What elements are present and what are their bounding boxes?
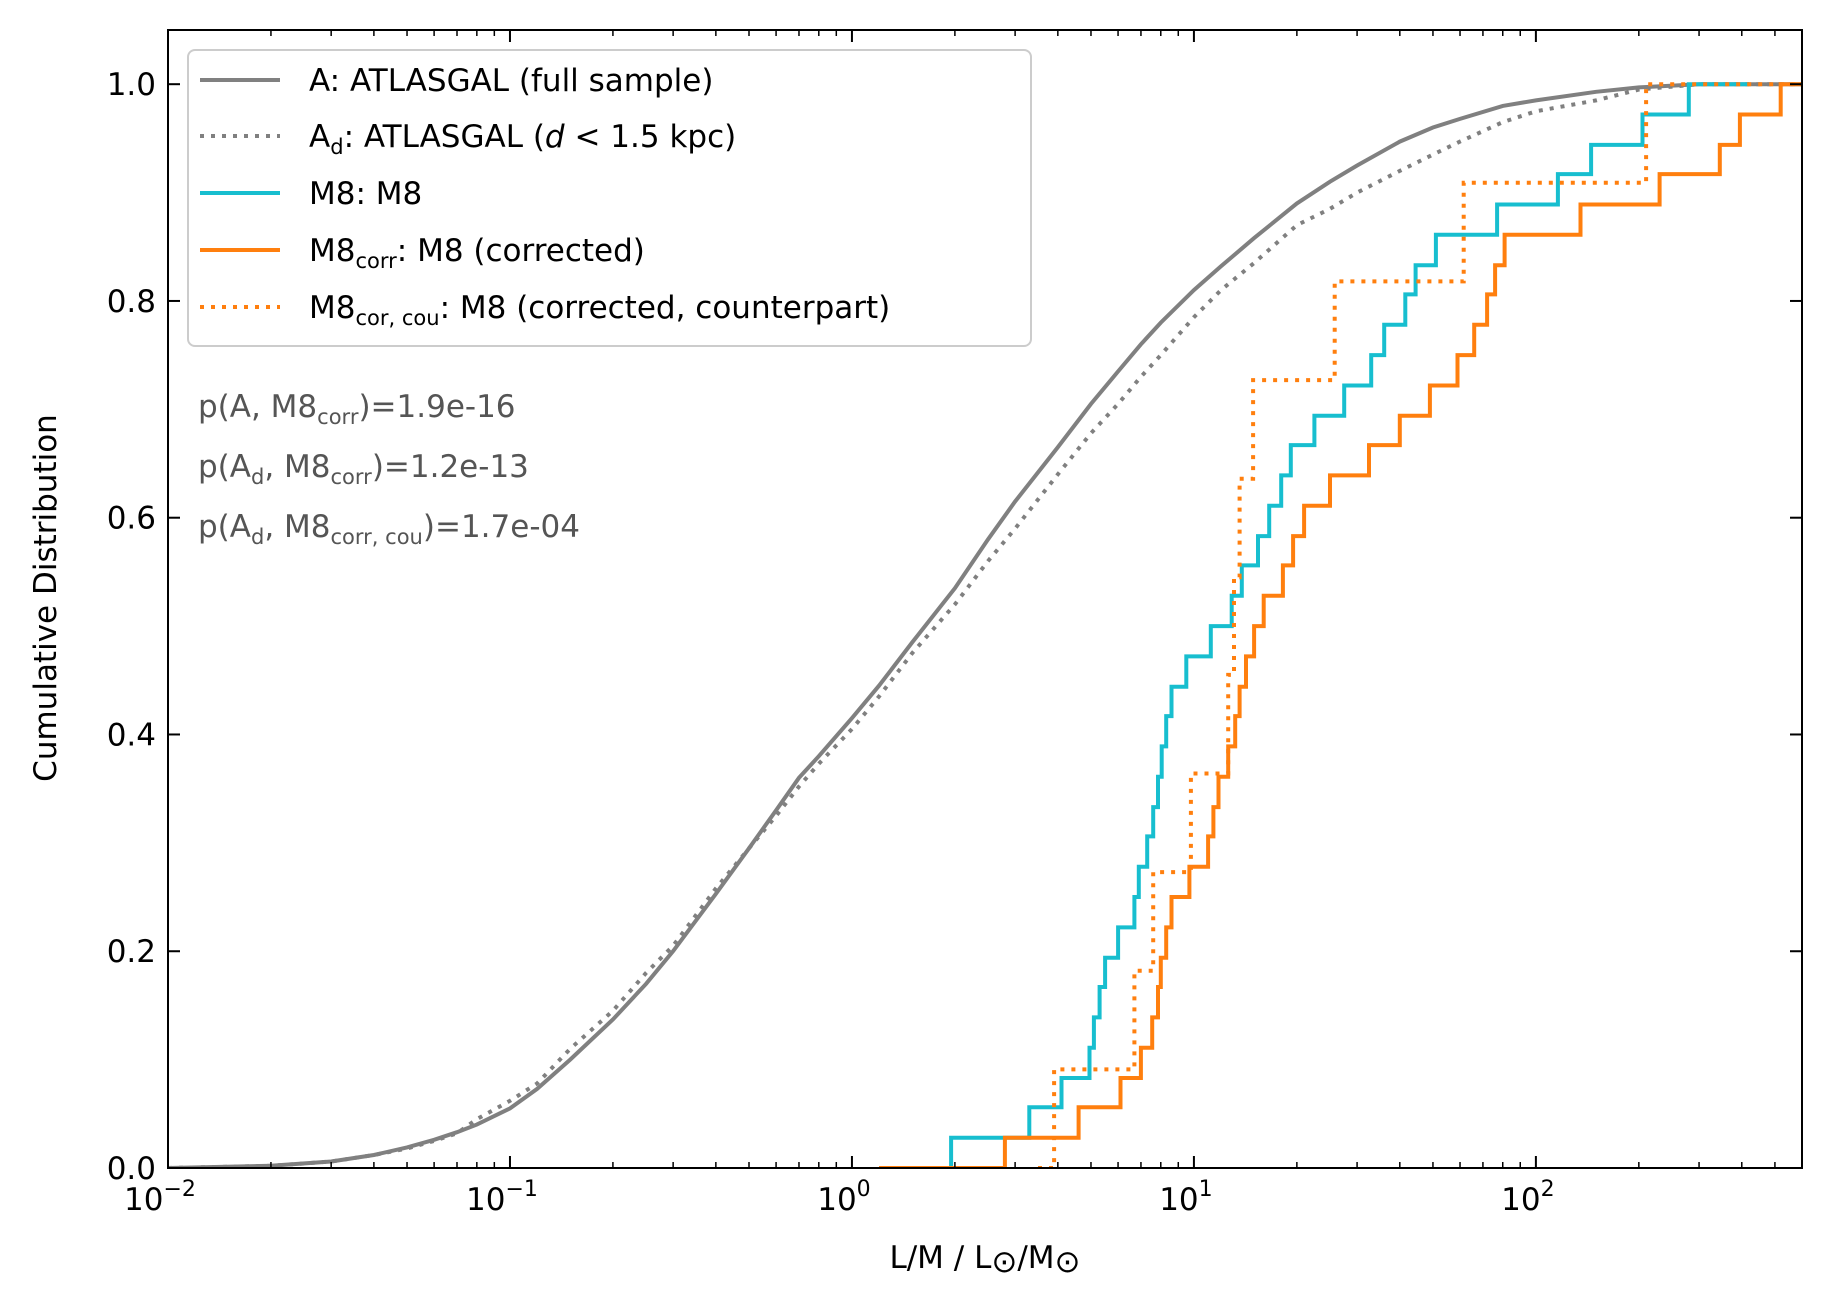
x-tick-label: 10−1 xyxy=(466,1177,538,1218)
legend-label-M8: M8: M8 xyxy=(309,176,422,212)
legend-label-M8corr: M8corr: M8 (corrected) xyxy=(309,233,645,273)
y-tick-label: 0.2 xyxy=(107,934,156,970)
p-value-annotation: p(Ad, M8corr, cou)=1.7e-04 xyxy=(198,509,580,549)
series-layer xyxy=(168,82,1802,1168)
y-tick-label: 1.0 xyxy=(107,67,156,103)
x-tick-label: 101 xyxy=(1159,1177,1212,1218)
legend-label-Ad: Ad: ATLASGAL (d < 1.5 kpc) xyxy=(309,119,736,159)
x-axis-label: L/M / L⊙/M⊙ xyxy=(889,1240,1080,1280)
y-tick-label: 0.8 xyxy=(107,284,156,320)
y-tick-label: 0.4 xyxy=(107,717,156,753)
series-Ad-line xyxy=(168,82,1802,1168)
p-value-annotations: p(A, M8corr)=1.9e-16 p(Ad, M8corr)=1.2e-1… xyxy=(198,389,580,549)
series-M8-line xyxy=(879,82,1749,1168)
x-tick-label: 10−2 xyxy=(124,1177,196,1218)
x-tick-label: 100 xyxy=(817,1177,870,1218)
p-value-annotation: p(Ad, M8corr)=1.2e-13 xyxy=(198,449,529,489)
y-tick-label: 0.0 xyxy=(107,1151,156,1187)
legend-label-A: A: ATLASGAL (full sample) xyxy=(309,63,713,99)
y-tick-label: 0.6 xyxy=(107,501,156,537)
series-M8corr-line xyxy=(879,82,1802,1168)
series-M8corcou-line xyxy=(1038,82,1802,1168)
legend-label-M8corcou: M8cor, cou: M8 (corrected, counterpart) xyxy=(309,290,890,330)
legend-box xyxy=(187,49,1032,347)
legend: A: ATLASGAL (full sample) Ad: ATLASGAL (d… xyxy=(187,49,1032,347)
p-value-annotation: p(A, M8corr)=1.9e-16 xyxy=(198,389,516,429)
axes: 0.0 0.2 0.4 0.6 0.8 1.0 10−2 10−1 100 101 102 xyxy=(107,30,1802,1218)
plot-frame xyxy=(167,29,1803,1169)
x-tick-label: 102 xyxy=(1501,1177,1554,1218)
series-A-line xyxy=(168,82,1802,1168)
y-axis-label: Cumulative Distribution xyxy=(28,414,64,782)
